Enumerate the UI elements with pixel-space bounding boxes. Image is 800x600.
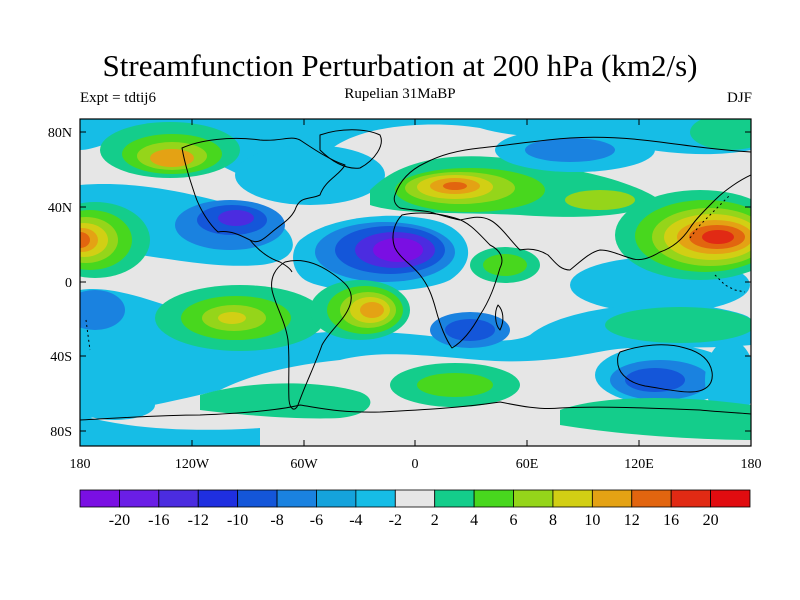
contour-region xyxy=(80,415,260,446)
colorbar-label: -6 xyxy=(310,512,323,529)
lat-label: 0 xyxy=(65,276,72,291)
colorbar-swatch xyxy=(79,489,120,508)
africa-outline xyxy=(392,212,503,349)
madagascar-outline xyxy=(495,304,504,331)
map-panel xyxy=(80,119,751,446)
contour-region xyxy=(483,254,527,276)
season-label: DJF xyxy=(726,90,752,106)
colorbar-swatch xyxy=(394,489,436,508)
axis-ticks xyxy=(79,119,752,446)
colorbar-label: 12 xyxy=(624,512,640,529)
colorbar-label: 2 xyxy=(431,512,439,529)
contour-region xyxy=(605,307,751,343)
colorbar-swatch xyxy=(473,489,514,508)
contour-region xyxy=(625,368,685,392)
contour-region xyxy=(565,190,635,210)
lat-label: 40S xyxy=(50,350,72,365)
colorbar-label: 20 xyxy=(703,512,719,529)
lat-label: 80S xyxy=(50,425,72,440)
coastlines xyxy=(80,129,751,421)
colorbar-swatch xyxy=(158,489,199,508)
contour-region xyxy=(690,119,751,150)
colorbar-label: -10 xyxy=(227,512,248,529)
colorbar-label: -8 xyxy=(270,512,283,529)
lon-label: 60E xyxy=(516,457,539,472)
colorbar-swatch xyxy=(237,489,278,508)
colorbar: -20 -16 -12 -10 -8 -6 -4 -2 2 4 6 8 10 12 16 20 xyxy=(79,489,751,529)
colorbar-swatch xyxy=(276,489,317,508)
colorbar-swatch xyxy=(434,489,475,508)
colorbar-label: 16 xyxy=(663,512,679,529)
colorbar-swatch xyxy=(316,489,357,508)
latitude-labels: 80N 40N 0 40S 80S xyxy=(48,126,72,440)
colorbar-swatch xyxy=(197,489,239,508)
lon-label: 180 xyxy=(70,457,91,472)
colorbar-label: -4 xyxy=(349,512,362,529)
contour-region xyxy=(150,149,194,167)
lon-label: 180 xyxy=(741,457,762,472)
streamfunction-field xyxy=(80,119,751,446)
colorbar-swatch xyxy=(631,489,672,508)
contour-region xyxy=(235,145,385,205)
contour-region xyxy=(705,340,751,420)
colorbar-label: -12 xyxy=(188,512,209,529)
contour-region xyxy=(417,373,493,397)
lon-label: 120E xyxy=(624,457,654,472)
colorbar-label: 6 xyxy=(510,512,518,529)
longitude-labels: 180 120W 60W 0 60E 120E 180 xyxy=(70,457,762,472)
lat-label: 80N xyxy=(48,126,72,141)
contour-region xyxy=(373,238,423,262)
colorbar-label: -20 xyxy=(109,512,130,529)
contour-region xyxy=(218,312,246,324)
lon-label: 0 xyxy=(412,457,419,472)
colorbar-swatch xyxy=(670,489,711,508)
lon-label: 120W xyxy=(175,457,210,472)
contour-region xyxy=(218,210,254,226)
colorbar-swatch xyxy=(355,489,396,508)
contour-region xyxy=(443,182,467,190)
north-america-outline xyxy=(181,137,346,243)
colorbar-label: 4 xyxy=(470,512,478,529)
contour-region xyxy=(445,319,495,341)
colorbar-label: -16 xyxy=(148,512,169,529)
contour-region xyxy=(560,398,751,440)
contour-region xyxy=(80,289,751,420)
period-label: Rupelian 31MaBP xyxy=(344,86,456,102)
colorbar-swatch xyxy=(591,489,633,508)
australia-outline xyxy=(617,344,713,393)
contour-region xyxy=(360,302,384,318)
lon-label: 60W xyxy=(290,457,318,472)
central-america-outline xyxy=(249,239,293,273)
contour-region xyxy=(80,290,125,330)
colorbar-swatch xyxy=(710,489,751,508)
lat-label: 40N xyxy=(48,201,72,216)
experiment-label: Expt = tdtij6 xyxy=(80,90,156,106)
contour-region xyxy=(702,230,734,244)
greenland-outline xyxy=(319,129,382,169)
colorbar-label: 10 xyxy=(584,512,600,529)
contour-region xyxy=(525,138,615,162)
colorbar-swatch xyxy=(513,489,554,508)
contour-region xyxy=(80,390,155,420)
contour-region xyxy=(80,232,90,248)
colorbar-label: -2 xyxy=(389,512,402,529)
antarctica-outline xyxy=(80,401,751,421)
colorbar-label: 8 xyxy=(549,512,557,529)
colorbar-swatch xyxy=(119,489,160,508)
plot-title: Streamfunction Perturbation at 200 hPa (… xyxy=(102,48,698,83)
colorbar-swatch xyxy=(552,489,593,508)
